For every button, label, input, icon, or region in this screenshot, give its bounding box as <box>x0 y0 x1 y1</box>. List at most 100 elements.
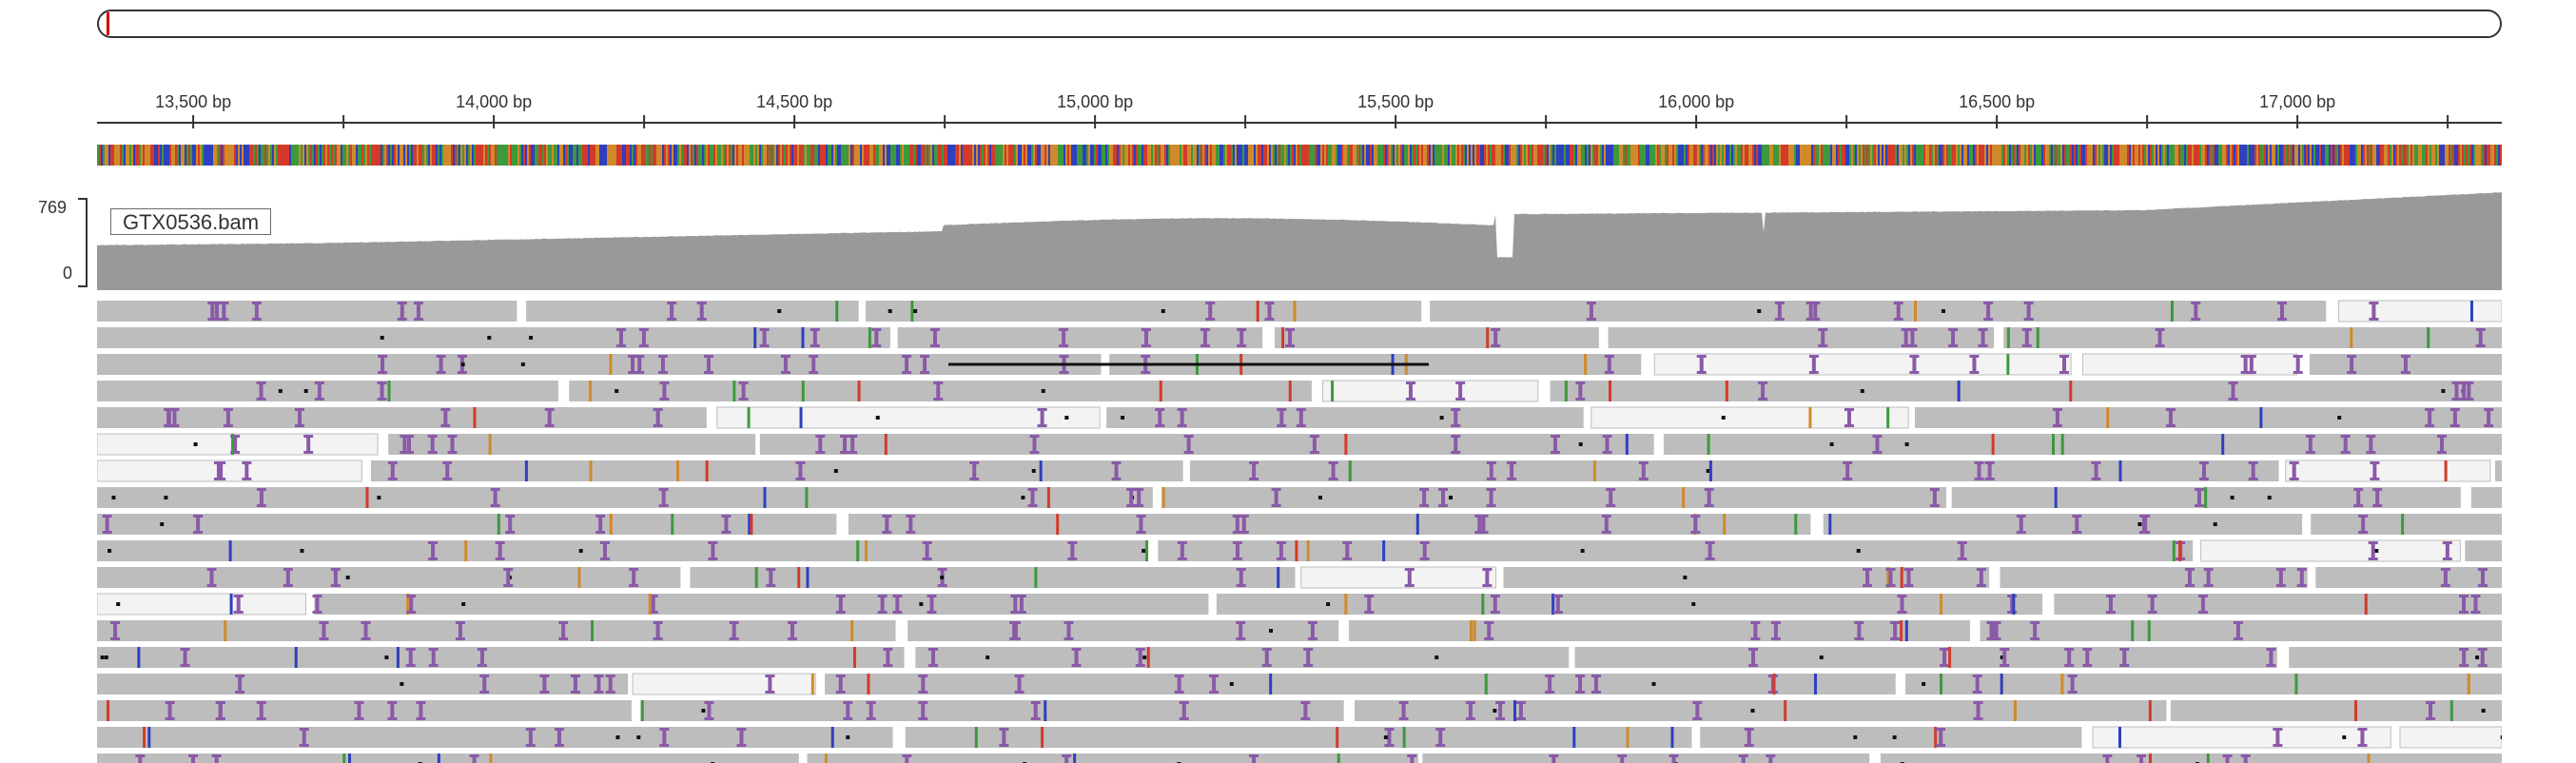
insertion-marker <box>1555 596 1560 613</box>
reference-base <box>308 145 310 166</box>
insertion-marker <box>1845 462 1850 479</box>
insertion-marker <box>547 409 552 426</box>
insertion-marker <box>921 675 926 693</box>
reference-base <box>2230 145 2232 166</box>
reference-base <box>2112 145 2114 166</box>
reference-sequence-track[interactable] <box>97 145 2502 166</box>
reference-base <box>1914 145 1916 166</box>
reference-base <box>902 145 904 166</box>
reference-base <box>1975 145 1977 166</box>
reference-base <box>586 145 588 166</box>
reference-base <box>611 145 613 166</box>
reference-base <box>2492 145 2494 166</box>
mismatch-base <box>1277 567 1280 588</box>
reference-base <box>843 145 845 166</box>
insertion-marker <box>210 303 215 320</box>
reference-base <box>2036 145 2038 166</box>
track-name-label[interactable]: GTX0536.bam <box>110 208 272 235</box>
reference-base <box>2199 145 2201 166</box>
insertion-marker <box>706 356 711 373</box>
reference-base <box>1994 145 1996 166</box>
reference-base <box>287 145 289 166</box>
reference-base <box>127 145 129 166</box>
reference-base <box>1393 145 1395 166</box>
reference-base <box>1073 145 1075 166</box>
aligned-read <box>97 620 896 641</box>
reference-base <box>550 145 552 166</box>
reference-base <box>1579 145 1581 166</box>
reference-base <box>1176 145 1178 166</box>
reference-base <box>1492 145 1493 166</box>
reference-base <box>801 145 803 166</box>
aligned-read <box>1914 407 2502 428</box>
mismatch-base <box>348 753 352 763</box>
reference-base <box>2422 145 2424 166</box>
insertion-marker <box>400 303 404 320</box>
insertion-marker <box>631 356 635 373</box>
aligned-read <box>97 301 517 322</box>
reference-base <box>2205 145 2207 166</box>
mismatch-base <box>2013 700 2017 721</box>
reference-base <box>1044 145 1046 166</box>
reference-base <box>1128 145 1130 166</box>
mismatch-base <box>1348 460 1352 481</box>
reference-base <box>2300 145 2302 166</box>
coverage-track[interactable] <box>97 190 2502 290</box>
insertion-marker <box>244 462 249 479</box>
insertion-marker <box>2445 542 2449 559</box>
reference-base <box>548 145 550 166</box>
reference-base <box>2361 145 2363 166</box>
reference-base <box>2034 145 2036 166</box>
reference-base <box>1183 145 1185 166</box>
reference-base <box>468 145 470 166</box>
reference-base <box>1979 145 1981 166</box>
insertion-marker <box>2105 755 2110 763</box>
coverage-scale-bracket <box>78 198 88 287</box>
reference-base <box>561 145 563 166</box>
reference-base <box>2409 145 2410 166</box>
deletion-marker <box>377 496 381 499</box>
reference-base <box>2070 145 2072 166</box>
insertion-marker <box>1033 702 1038 719</box>
reference-base <box>1278 145 1280 166</box>
ruler-track[interactable] <box>97 90 2502 128</box>
reference-base <box>725 145 727 166</box>
reference-base <box>2178 145 2180 166</box>
reference-base <box>247 145 249 166</box>
reference-base <box>1830 145 1832 166</box>
reference-base <box>1271 145 1273 166</box>
aligned-read <box>1189 460 2279 481</box>
reference-base <box>1594 145 1596 166</box>
insertion-marker <box>390 462 395 479</box>
reference-base <box>438 145 439 166</box>
reference-base <box>1851 145 1853 166</box>
insertion-marker <box>1981 329 1985 346</box>
reference-base <box>1454 145 1455 166</box>
mismatch-base <box>1046 487 1050 508</box>
reference-base <box>784 145 786 166</box>
deletion-marker <box>1326 602 1331 606</box>
mismatch-base <box>489 753 493 763</box>
insertion-marker <box>880 596 885 613</box>
reference-base <box>1547 145 1549 166</box>
reference-base <box>2462 145 2464 166</box>
reference-base <box>759 145 761 166</box>
alignment-track[interactable] <box>97 298 2502 763</box>
insertion-marker <box>2249 356 2254 373</box>
reference-base <box>2323 145 2325 166</box>
insertion-marker <box>2371 542 2375 559</box>
reference-base <box>757 145 759 166</box>
reference-base <box>2490 145 2492 166</box>
reference-base <box>1741 145 1743 166</box>
reference-base <box>1218 145 1220 166</box>
reference-base <box>1197 145 1199 166</box>
reference-base <box>915 145 917 166</box>
aligned-read <box>1574 647 2277 668</box>
reference-base <box>2041 145 2043 166</box>
reference-base <box>1225 145 1227 166</box>
reference-base <box>460 145 462 166</box>
insertion-marker <box>409 596 414 613</box>
mismatch-base <box>1886 407 1890 428</box>
chromosome-ideogram[interactable] <box>97 10 2502 38</box>
